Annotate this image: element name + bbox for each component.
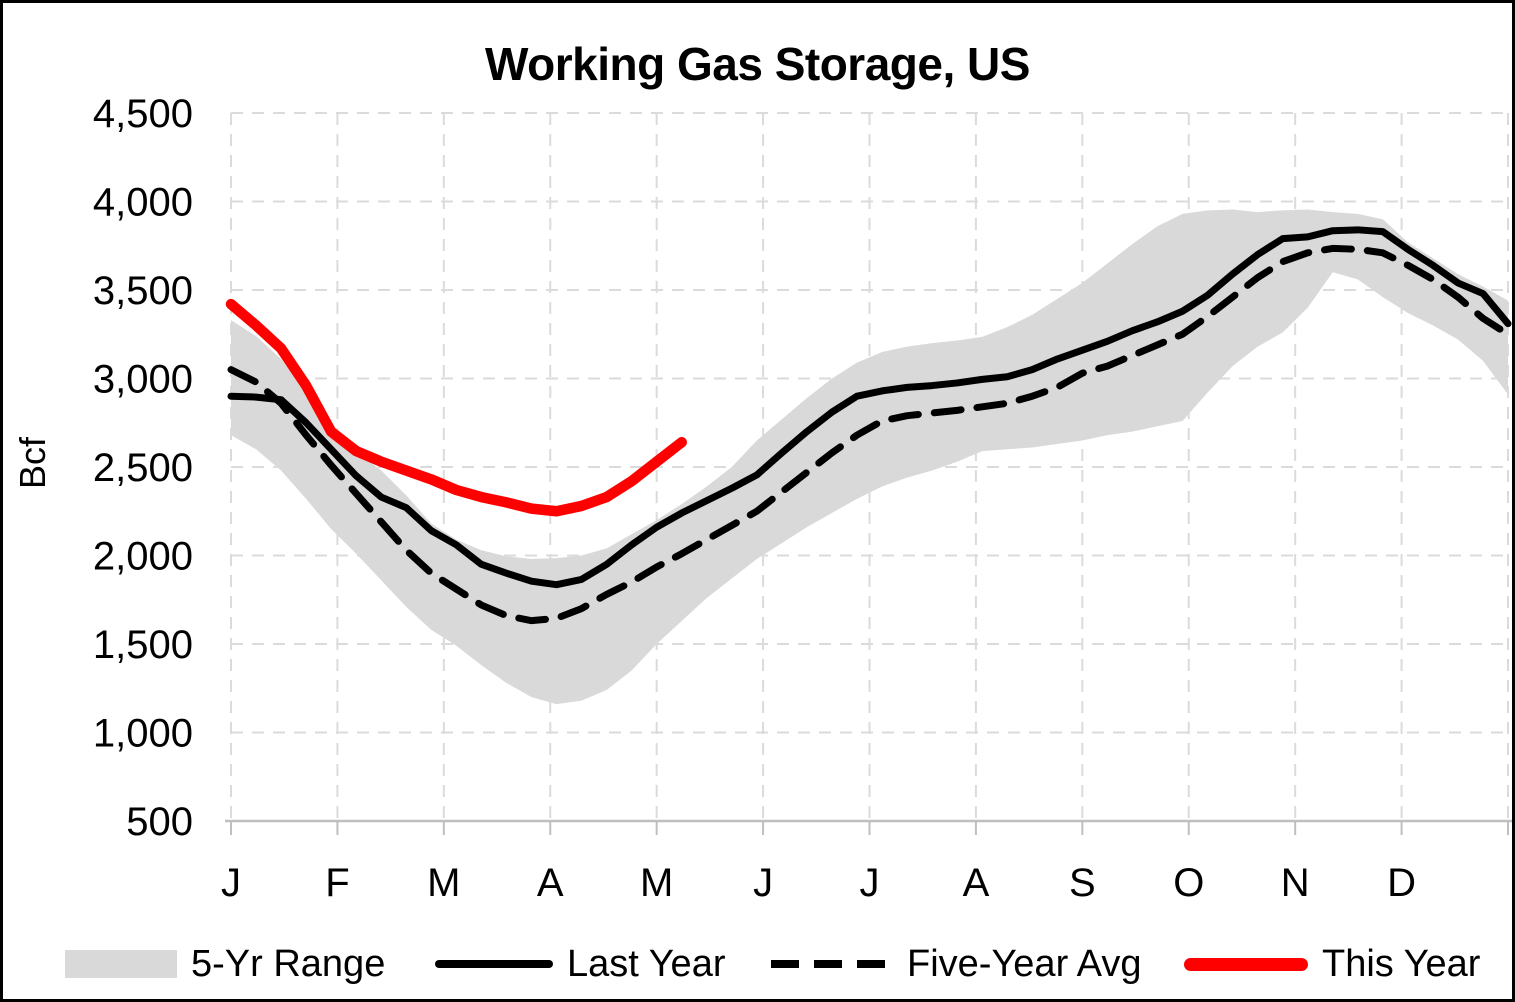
legend-swatch-5yr-range — [65, 950, 177, 978]
y-tick-label: 500 — [126, 800, 193, 844]
x-tick-label: M — [640, 861, 673, 905]
x-tick-label: A — [537, 861, 564, 905]
x-tick-label: S — [1069, 861, 1096, 905]
y-tick-label: 2,000 — [93, 535, 193, 579]
x-tick-label: M — [427, 861, 460, 905]
x-tick-label: J — [221, 861, 241, 905]
line-last-year — [227, 226, 1512, 589]
x-tick-label: N — [1281, 861, 1310, 905]
legend-swatch-last-year — [435, 960, 553, 968]
legend-item-last-year: Last Year — [435, 933, 725, 995]
line-five-year-avg — [227, 244, 1512, 625]
y-tick-label: 2,500 — [93, 446, 193, 490]
legend-swatch-five-year-avg — [771, 960, 893, 968]
legend-item-five-year-avg: Five-Year Avg — [771, 933, 1141, 995]
y-tick-label: 1,500 — [93, 623, 193, 667]
x-tick-label: J — [860, 861, 880, 905]
y-tick-label: 3,500 — [93, 269, 193, 313]
legend-swatch-this-year — [1184, 957, 1308, 971]
legend-label-5yr-range: 5-Yr Range — [191, 942, 386, 985]
x-tick-label: J — [753, 861, 773, 905]
y-tick-label: 1,000 — [93, 712, 193, 756]
line-this-year — [225, 298, 687, 517]
y-tick-label: 3,000 — [93, 358, 193, 402]
legend-item-this-year: This Year — [1184, 933, 1480, 995]
legend-label-five-year-avg: Five-Year Avg — [907, 942, 1142, 985]
x-tick-label: F — [325, 861, 349, 905]
x-tick-label: O — [1173, 861, 1204, 905]
x-tick-label: D — [1387, 861, 1416, 905]
legend-label-last-year: Last Year — [567, 942, 726, 985]
legend-label-this-year: This Year — [1322, 942, 1481, 985]
legend-item-5yr-range: 5-Yr Range — [65, 933, 385, 995]
y-tick-label: 4,000 — [93, 181, 193, 225]
y-tick-label: 4,500 — [93, 92, 193, 136]
x-tick-label: A — [963, 861, 990, 905]
chart-title: Working Gas Storage, US — [485, 38, 1030, 90]
y-axis-title: Bcf — [12, 437, 53, 490]
legend: 5-Yr Range Last Year Five-Year Avg This … — [3, 933, 1512, 995]
chart-plot: 500 1,000 1,500 2,000 2,500 3,000 3,500 4,000 4,… — [93, 92, 1512, 905]
